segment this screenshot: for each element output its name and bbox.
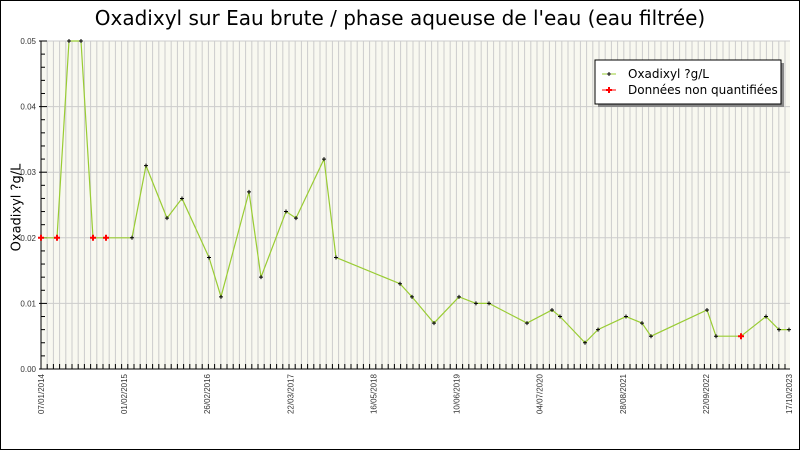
data-point bbox=[550, 307, 554, 312]
data-point bbox=[714, 334, 718, 339]
data-line bbox=[41, 40, 789, 344]
data-point bbox=[334, 255, 338, 260]
legend-nq-label: Données non quantifiées bbox=[628, 83, 778, 97]
x-tick-label: 22/09/2022 bbox=[702, 373, 711, 414]
legend-nq-marker-icon bbox=[606, 87, 612, 93]
nq-data-point bbox=[54, 234, 60, 241]
x-tick-label: 17/10/2023 bbox=[785, 373, 794, 414]
legend-series-marker-icon bbox=[607, 72, 611, 76]
data-point bbox=[777, 327, 781, 332]
data-point bbox=[640, 321, 644, 326]
data-point bbox=[67, 39, 71, 43]
y-tick-label: 0.01 bbox=[20, 299, 36, 308]
data-point bbox=[180, 196, 184, 201]
data-point bbox=[487, 301, 491, 306]
x-tick-label: 28/08/2021 bbox=[619, 373, 628, 414]
data-point bbox=[219, 294, 223, 299]
data-point bbox=[247, 189, 251, 194]
data-point bbox=[787, 327, 791, 332]
data-point bbox=[649, 334, 653, 339]
data-point bbox=[165, 216, 169, 221]
x-tick-label: 04/07/2020 bbox=[536, 373, 545, 414]
data-point bbox=[79, 39, 83, 43]
nq-data-point bbox=[38, 234, 44, 241]
nq-data-point bbox=[103, 234, 109, 241]
data-point bbox=[294, 216, 298, 221]
x-tick-label: 07/01/2014 bbox=[37, 373, 46, 414]
data-point bbox=[322, 157, 326, 162]
x-tick-label: 22/03/2017 bbox=[286, 373, 295, 414]
x-tick-label: 16/05/2018 bbox=[369, 373, 378, 414]
y-tick-label: 0.03 bbox=[20, 168, 36, 177]
data-point bbox=[705, 307, 709, 312]
y-tick-label: 0.04 bbox=[20, 103, 36, 112]
data-point bbox=[624, 314, 628, 319]
data-point bbox=[457, 294, 461, 299]
chart-title: Oxadixyl sur Eau brute / phase aqueuse d… bbox=[94, 6, 706, 30]
data-point bbox=[398, 281, 402, 286]
data-point bbox=[596, 327, 600, 332]
y-tick-label: 0.00 bbox=[20, 365, 36, 374]
x-tick-label: 01/02/2015 bbox=[120, 373, 129, 414]
data-point bbox=[558, 314, 562, 319]
data-point bbox=[130, 235, 134, 240]
data-point bbox=[144, 163, 148, 168]
nq-data-point bbox=[90, 234, 96, 241]
x-tick-label: 26/02/2016 bbox=[203, 373, 212, 414]
legend-series-label: Oxadixyl ?g/L bbox=[628, 67, 709, 81]
data-point bbox=[432, 321, 436, 326]
data-point bbox=[764, 314, 768, 319]
data-point bbox=[284, 209, 288, 214]
y-tick-label: 0.02 bbox=[20, 234, 36, 243]
nq-data-point bbox=[738, 333, 744, 340]
x-tick-label: 10/06/2019 bbox=[453, 373, 462, 414]
data-point bbox=[474, 301, 478, 306]
y-tick-label: 0.05 bbox=[20, 37, 36, 46]
data-point bbox=[259, 275, 263, 280]
data-point bbox=[207, 255, 211, 260]
data-point bbox=[525, 321, 529, 326]
data-point bbox=[583, 340, 587, 345]
legend-box bbox=[594, 59, 782, 105]
data-point bbox=[410, 294, 414, 299]
